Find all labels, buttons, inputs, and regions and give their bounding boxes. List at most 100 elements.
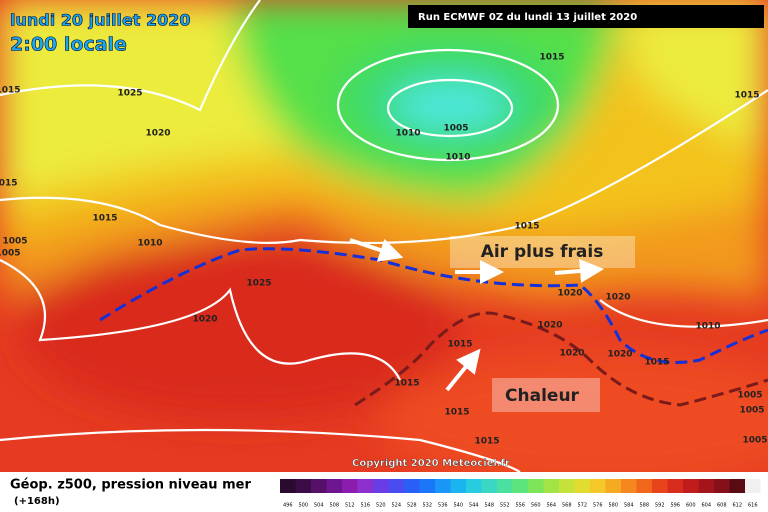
isobar-label: 1020 xyxy=(559,349,584,359)
footer-lead: (+168h) xyxy=(14,496,60,507)
isobar-label: 1020 xyxy=(607,350,632,360)
field xyxy=(0,0,768,490)
isobar-label: 1020 xyxy=(192,315,217,325)
colorbar-label: 584 xyxy=(624,503,634,509)
colorbar-label: 596 xyxy=(670,503,680,509)
colorbar-label: 612 xyxy=(732,503,742,509)
colorbar-swatch xyxy=(528,479,544,493)
isobar-label: 1010 xyxy=(695,322,720,332)
colorbar-label: 592 xyxy=(655,503,665,509)
date-label: lundi 20 juillet 2020 xyxy=(10,11,191,30)
colorbar-label: 576 xyxy=(593,503,603,509)
annotation: Air plus frais xyxy=(481,242,604,262)
colorbar-swatch xyxy=(590,479,606,493)
colorbar-swatch xyxy=(636,479,652,493)
colorbar-swatch xyxy=(652,479,668,493)
colorbar-swatch xyxy=(419,479,435,493)
colorbar-swatch xyxy=(497,479,513,493)
isobar-label: 1015 xyxy=(734,91,759,101)
isobar-label: 1005 xyxy=(2,237,27,247)
colorbar: 496 500 504 508 512 516 520 524 528 532 536 540 544 5… xyxy=(280,479,761,509)
isobar-label: 1025 xyxy=(246,279,271,289)
colorbar-label: 548 xyxy=(484,503,494,509)
colorbar-swatch xyxy=(745,479,761,493)
annotation-box xyxy=(450,236,635,268)
colorbar-swatch xyxy=(295,479,311,493)
colorbar-swatch xyxy=(450,479,466,493)
isobar-label: 1005 xyxy=(443,124,468,134)
colorbar-swatch xyxy=(512,479,528,493)
colorbar-label: 604 xyxy=(701,503,711,509)
colorbar-label: 608 xyxy=(717,503,727,509)
colorbar-label: 600 xyxy=(686,503,696,509)
isobar-label: 1010 xyxy=(137,239,162,249)
colorbar-label: 504 xyxy=(314,503,324,509)
isobar-label: 1015 xyxy=(539,53,564,63)
isobar-label: 1015 xyxy=(444,408,469,418)
colorbar-label: 552 xyxy=(500,503,510,509)
colorbar-swatch xyxy=(357,479,373,493)
colorbar-swatch xyxy=(729,479,745,493)
isobar-label: 1020 xyxy=(557,289,582,299)
colorbar-swatch xyxy=(683,479,699,493)
colorbar-swatch xyxy=(621,479,637,493)
colorbar-label: 516 xyxy=(360,503,370,509)
colorbar-label: 556 xyxy=(515,503,525,509)
annotation: Chaleur xyxy=(505,386,580,406)
isobar-label: 1020 xyxy=(537,321,562,331)
isobar-label: 1020 xyxy=(605,293,630,303)
isobar-label: 1015 xyxy=(447,340,472,350)
colorbar-label: 568 xyxy=(562,503,572,509)
colorbar-swatch xyxy=(698,479,714,493)
isobar-label: 1015 xyxy=(394,379,419,389)
colorbar-label: 496 xyxy=(283,503,293,509)
colorbar-label: 528 xyxy=(407,503,417,509)
colorbar-swatch xyxy=(280,479,296,493)
colorbar-label: 500 xyxy=(298,503,308,509)
isobar-label: 1005 xyxy=(737,391,762,401)
colorbar-label: 532 xyxy=(422,503,432,509)
time-label: 2:00 locale xyxy=(10,34,127,56)
colorbar-swatch xyxy=(342,479,358,493)
isobar-label: 1015 xyxy=(644,358,669,368)
isobar-label: 1025 xyxy=(117,89,142,99)
isobar-label: 1015 xyxy=(0,86,21,96)
colorbar-swatch xyxy=(466,479,482,493)
isobar-label: 1005 xyxy=(742,436,767,446)
colorbar-label: 544 xyxy=(469,503,479,509)
colorbar-swatch xyxy=(311,479,327,493)
colorbar-label: 524 xyxy=(391,503,401,509)
isobar-label: 1010 xyxy=(395,129,420,139)
isobar-label: 1015 xyxy=(474,437,499,447)
colorbar-swatch xyxy=(605,479,621,493)
colorbar-swatch xyxy=(714,479,730,493)
annotation-box xyxy=(492,378,600,412)
colorbar-swatch xyxy=(667,479,683,493)
colorbar-label: 536 xyxy=(438,503,448,509)
colorbar-swatch xyxy=(373,479,389,493)
colorbar-swatch xyxy=(481,479,497,493)
colorbar-label: 588 xyxy=(639,503,649,509)
colorbar-swatch xyxy=(326,479,342,493)
colorbar-label: 560 xyxy=(531,503,541,509)
colorbar-label: 512 xyxy=(345,503,355,509)
colorbar-swatch xyxy=(574,479,590,493)
colorbar-swatch xyxy=(404,479,420,493)
isobar-labels: 1015 1025 1020 1015 1010 1005 1010 1015 1015 1015… xyxy=(0,53,768,447)
colorbar-label: 564 xyxy=(546,503,556,509)
colorbar-label: 572 xyxy=(577,503,587,509)
isobar-label: 1010 xyxy=(445,153,470,163)
run-box xyxy=(408,5,764,28)
colorbar-swatch xyxy=(435,479,451,493)
isobar-label: 1015 xyxy=(92,214,117,224)
run-label: Run ECMWF 0Z du lundi 13 juillet 2020 xyxy=(418,12,637,23)
isobar-label: 1015 xyxy=(514,222,539,232)
colorbar-swatch xyxy=(559,479,575,493)
copyright: Copyright 2020 Meteociel.fr xyxy=(352,458,510,469)
colorbar-swatch xyxy=(388,479,404,493)
colorbar-label: 540 xyxy=(453,503,463,509)
isobar-label: 1005 xyxy=(739,406,764,416)
isobar-label: 1015 xyxy=(0,179,18,189)
